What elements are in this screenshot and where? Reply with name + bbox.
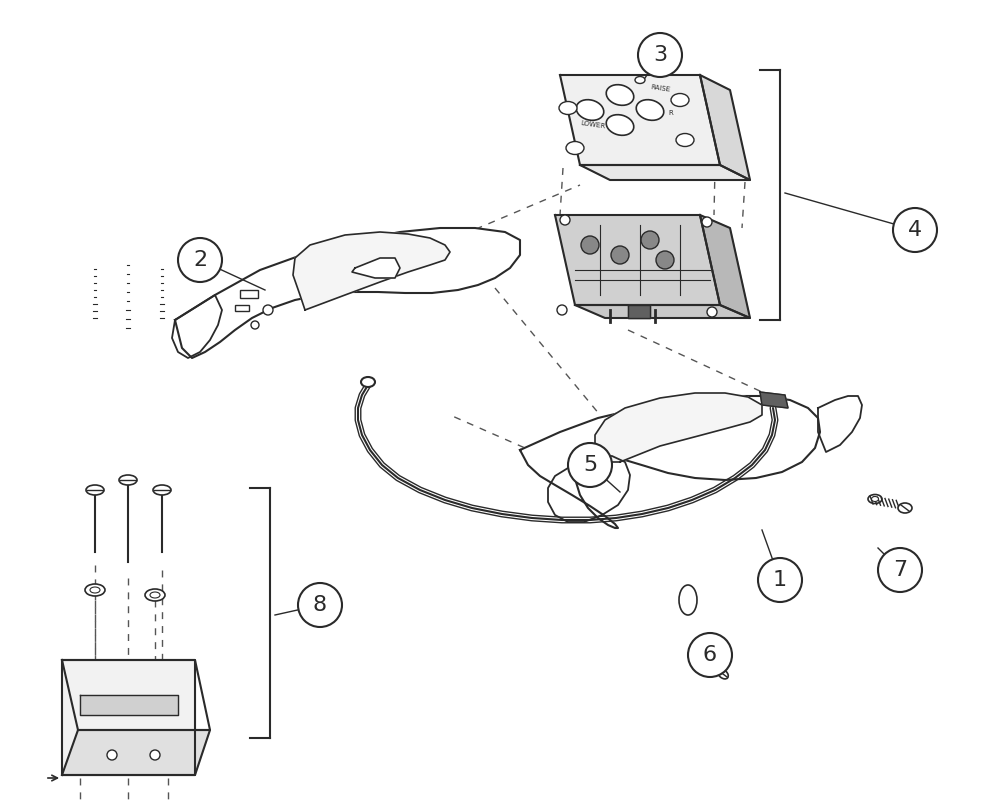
Circle shape (178, 238, 222, 282)
Polygon shape (818, 396, 862, 452)
Ellipse shape (718, 669, 728, 679)
Polygon shape (700, 215, 750, 318)
Polygon shape (80, 695, 178, 715)
Text: 8: 8 (313, 595, 327, 615)
Ellipse shape (153, 485, 171, 495)
Circle shape (641, 231, 659, 249)
Ellipse shape (90, 587, 100, 593)
Bar (240, 290, 258, 298)
Ellipse shape (566, 141, 584, 154)
Text: LOWER: LOWER (580, 120, 606, 129)
Circle shape (758, 558, 802, 602)
Ellipse shape (671, 94, 689, 107)
Ellipse shape (361, 377, 375, 387)
Ellipse shape (145, 589, 165, 601)
Text: 2: 2 (193, 250, 207, 270)
Circle shape (656, 251, 674, 269)
Polygon shape (62, 660, 210, 730)
Text: 6: 6 (703, 645, 717, 665)
Text: 7: 7 (893, 560, 907, 580)
Polygon shape (175, 228, 520, 358)
Polygon shape (575, 305, 750, 318)
Text: 3: 3 (653, 45, 667, 65)
Polygon shape (352, 258, 400, 278)
Ellipse shape (85, 584, 105, 596)
Circle shape (568, 443, 612, 487)
Circle shape (702, 217, 712, 227)
Ellipse shape (576, 99, 604, 120)
Ellipse shape (676, 133, 694, 146)
Circle shape (251, 321, 259, 329)
Ellipse shape (635, 77, 645, 83)
Ellipse shape (86, 485, 104, 495)
Ellipse shape (636, 99, 664, 120)
Circle shape (638, 33, 682, 77)
Circle shape (707, 307, 717, 317)
Bar (235, 305, 249, 311)
Polygon shape (62, 660, 195, 775)
Polygon shape (700, 75, 750, 180)
Polygon shape (62, 730, 210, 775)
Circle shape (893, 208, 937, 252)
Polygon shape (760, 392, 788, 408)
Circle shape (688, 633, 732, 677)
Text: 1: 1 (773, 570, 787, 590)
Ellipse shape (898, 503, 912, 513)
Text: RAISE: RAISE (650, 84, 671, 93)
Circle shape (611, 246, 629, 264)
Ellipse shape (559, 102, 577, 115)
Circle shape (107, 750, 117, 760)
Text: R: R (668, 110, 673, 116)
Polygon shape (580, 165, 750, 180)
Text: 5: 5 (583, 455, 597, 475)
Polygon shape (628, 305, 650, 318)
Circle shape (263, 305, 273, 315)
Circle shape (557, 305, 567, 315)
Polygon shape (560, 75, 720, 165)
Polygon shape (595, 393, 762, 462)
Polygon shape (548, 456, 630, 522)
Circle shape (298, 583, 342, 627)
Circle shape (150, 750, 160, 760)
Ellipse shape (679, 585, 697, 615)
Polygon shape (172, 295, 222, 358)
Ellipse shape (606, 115, 634, 135)
Circle shape (878, 548, 922, 592)
Circle shape (581, 236, 599, 254)
Text: 4: 4 (908, 220, 922, 240)
Polygon shape (293, 232, 450, 310)
Ellipse shape (119, 475, 137, 485)
Ellipse shape (606, 85, 634, 105)
Ellipse shape (872, 496, 879, 502)
Polygon shape (555, 215, 720, 305)
Ellipse shape (868, 494, 882, 503)
Circle shape (560, 215, 570, 225)
Ellipse shape (150, 592, 160, 598)
Polygon shape (520, 396, 820, 528)
